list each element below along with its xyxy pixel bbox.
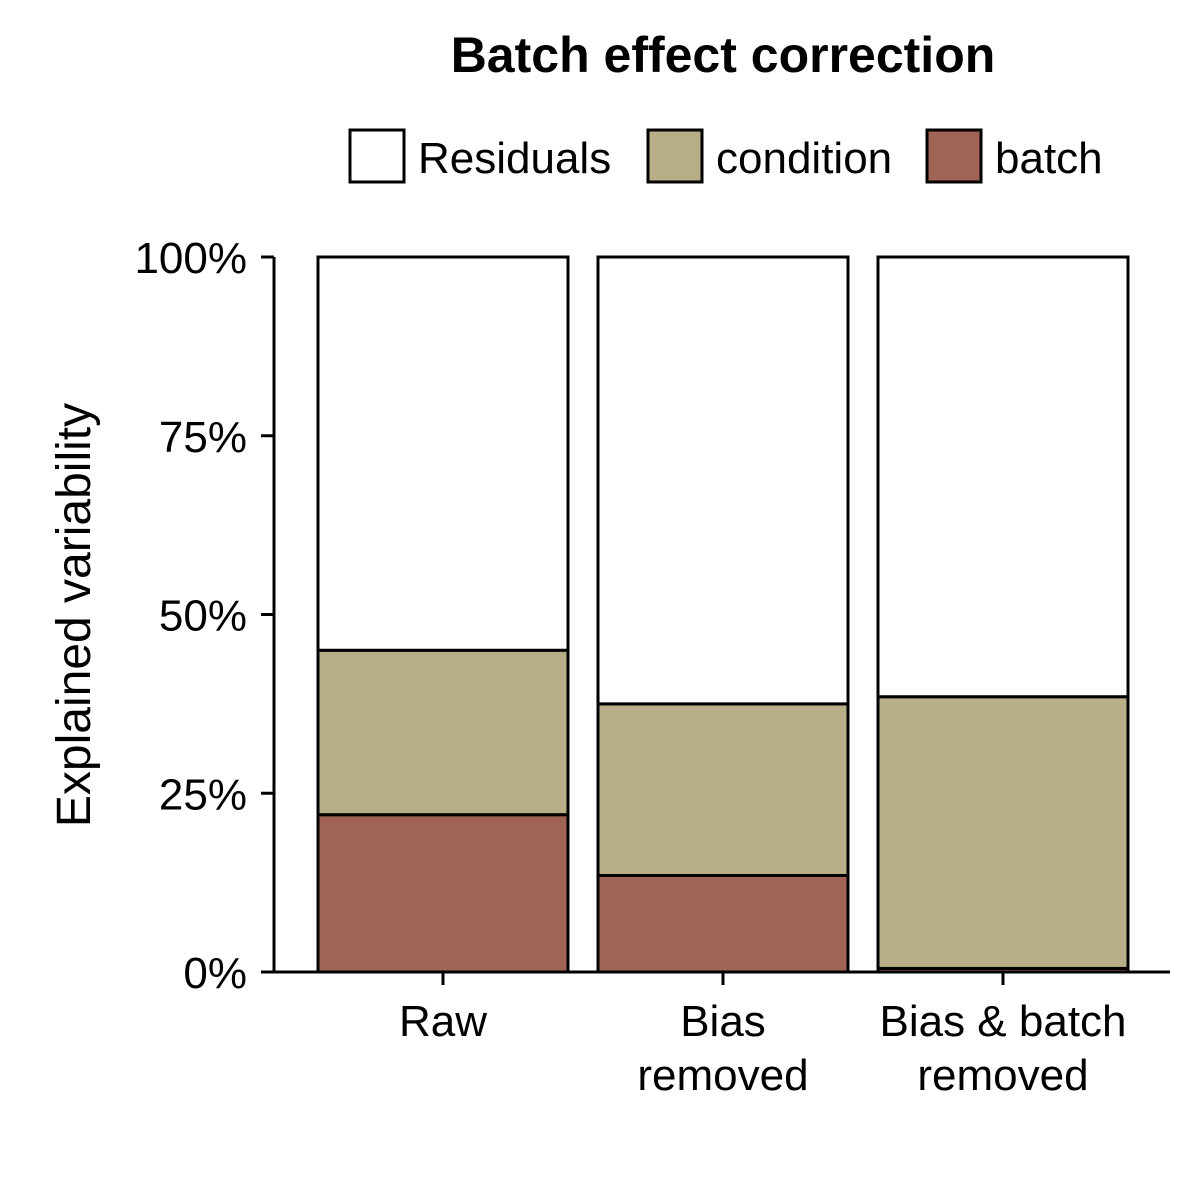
bar-condition-1 bbox=[316, 648, 570, 817]
y-tick-label: 75% bbox=[159, 413, 247, 462]
x-tick-label: Raw bbox=[399, 997, 487, 1046]
x-tick-label: Bias removed bbox=[637, 997, 808, 1100]
x-tick-label-line: Bias & batch bbox=[879, 997, 1126, 1046]
x-tick-label-line: removed bbox=[917, 1051, 1088, 1100]
chart-title: Batch effect correction bbox=[451, 27, 996, 83]
y-axis-title: Explained variability bbox=[48, 403, 101, 827]
bar-residuals-3 bbox=[876, 255, 1130, 699]
legend: Residuals condition batch bbox=[348, 128, 1103, 184]
legend-label-condition: condition bbox=[716, 134, 892, 183]
bar-residuals-1 bbox=[316, 255, 570, 652]
bar-batch-2 bbox=[596, 873, 850, 974]
y-tick-label: 100% bbox=[134, 234, 247, 283]
legend-swatch-batch bbox=[925, 128, 983, 184]
bar-condition-3 bbox=[876, 695, 1130, 970]
legend-swatch-residuals bbox=[348, 128, 406, 184]
bar-condition-2 bbox=[596, 702, 850, 877]
x-tick-label-line: Bias bbox=[680, 997, 766, 1046]
bar-residuals-2 bbox=[596, 255, 850, 706]
y-tick-label: 50% bbox=[159, 592, 247, 641]
legend-swatch-condition bbox=[646, 128, 704, 184]
bars-group bbox=[316, 255, 1130, 974]
x-tick-label-line: removed bbox=[637, 1051, 808, 1100]
y-tick-label: 0% bbox=[183, 949, 247, 998]
x-tick-label-line: Raw bbox=[399, 997, 487, 1046]
bar-batch-1 bbox=[316, 813, 570, 974]
legend-label-residuals: Residuals bbox=[418, 134, 611, 183]
x-tick-label: Bias & batch removed bbox=[879, 997, 1126, 1100]
legend-label-batch: batch bbox=[995, 134, 1103, 183]
y-tick-label: 25% bbox=[159, 770, 247, 819]
